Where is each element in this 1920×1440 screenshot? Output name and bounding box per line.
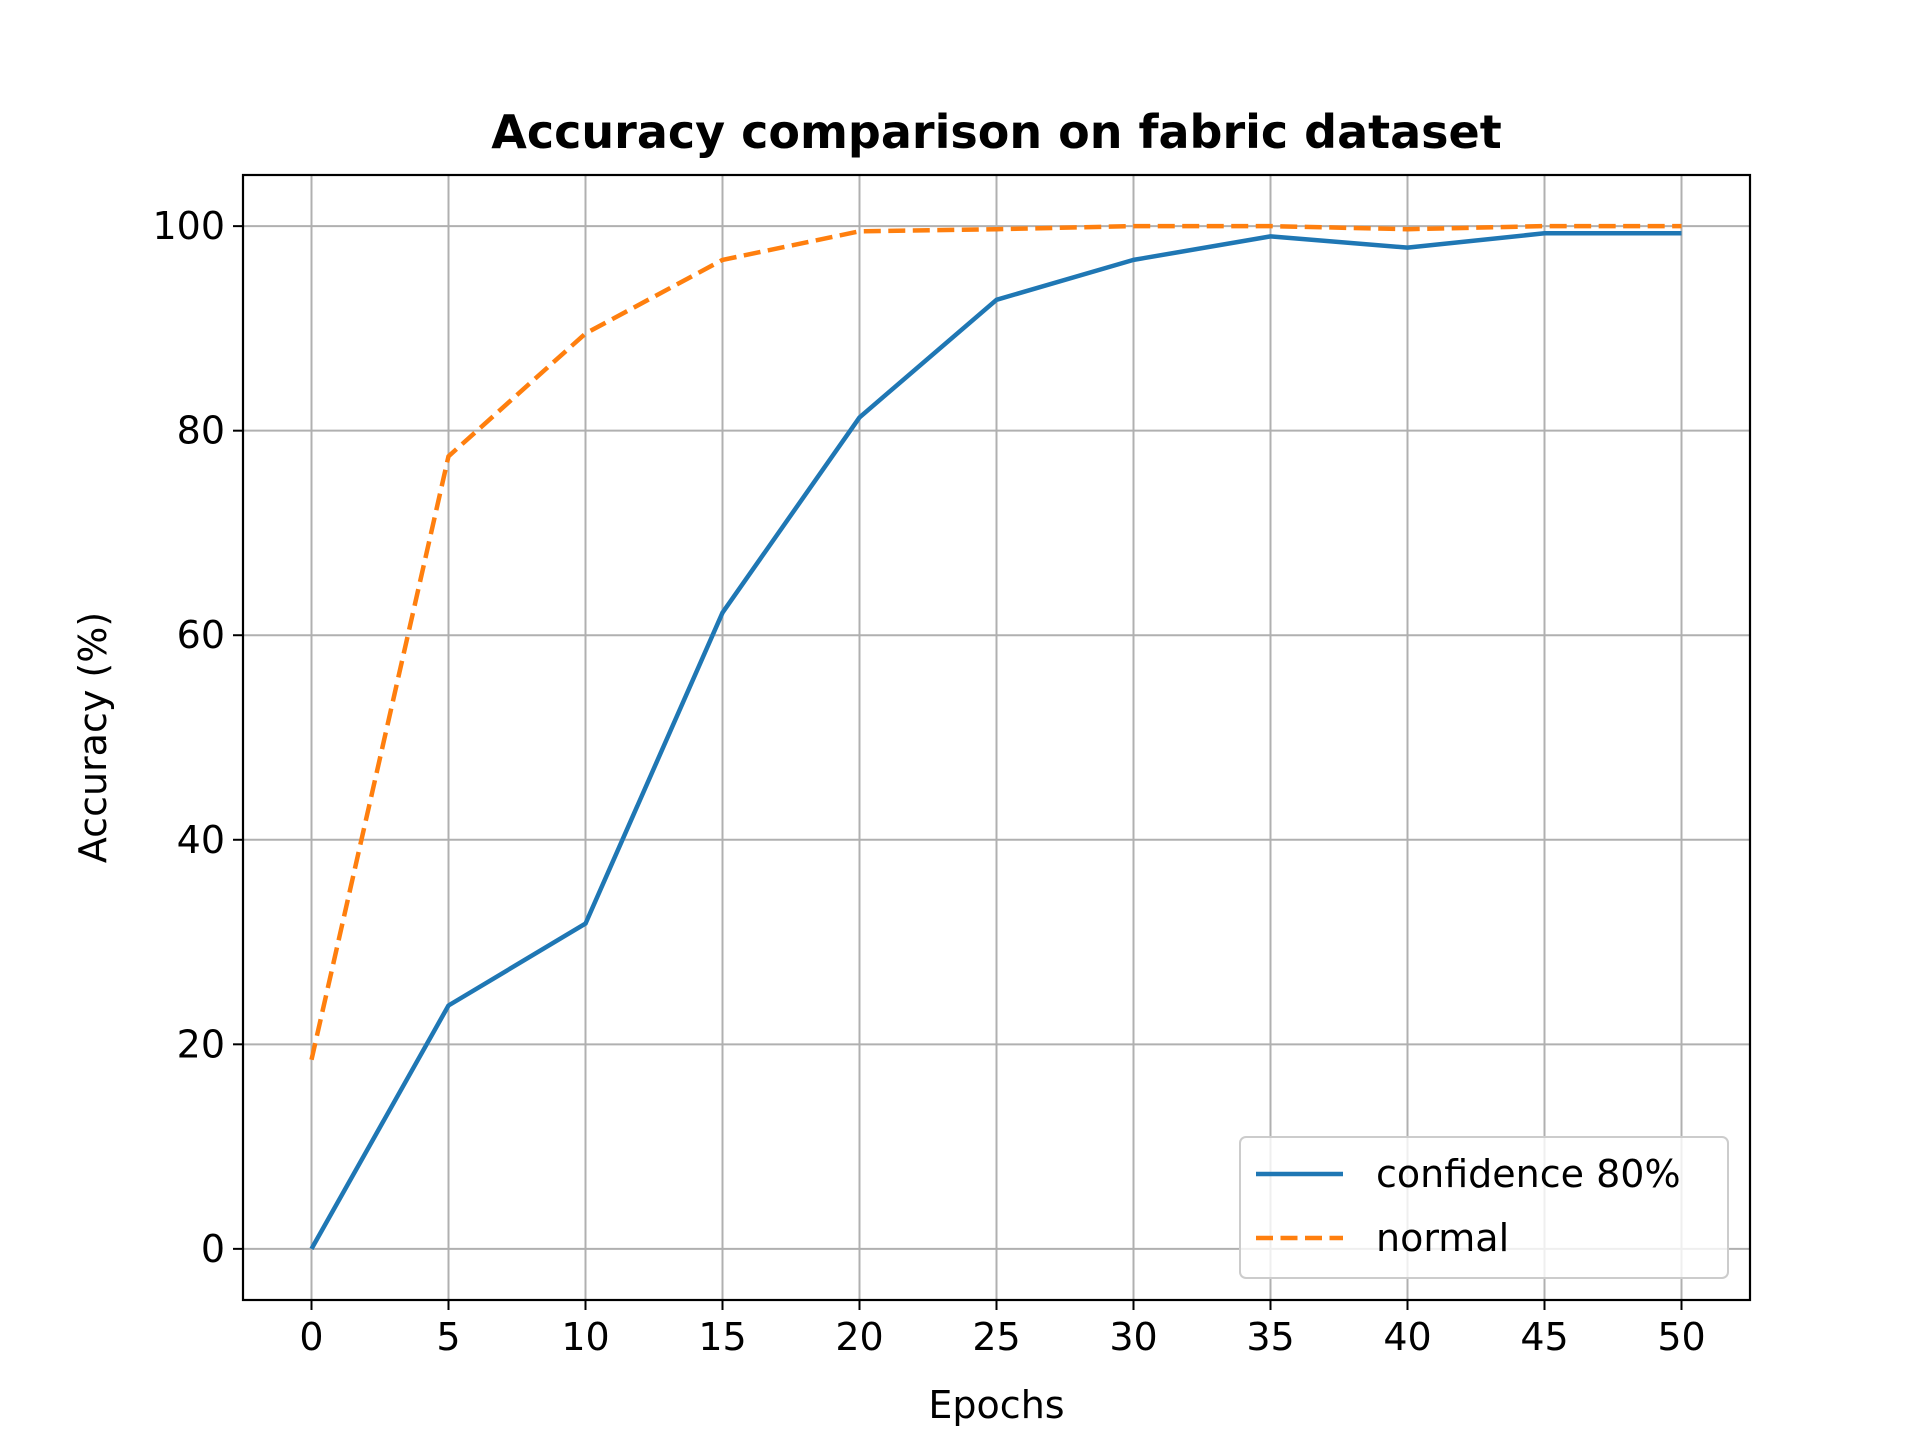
y-tick-label: 60 xyxy=(177,613,225,657)
x-tick-label: 35 xyxy=(1246,1315,1294,1359)
chart-title: Accuracy comparison on fabric dataset xyxy=(491,105,1502,159)
x-tick-label: 50 xyxy=(1657,1315,1705,1359)
series-line-confidence-80 xyxy=(309,231,1682,1251)
legend-label-confidence-80: confidence 80% xyxy=(1376,1152,1681,1196)
x-tick-label: 25 xyxy=(972,1315,1020,1359)
y-tick-label: 40 xyxy=(177,818,225,862)
legend-label-normal: normal xyxy=(1376,1216,1509,1260)
grid xyxy=(243,175,1750,1300)
x-axis-label: Epochs xyxy=(928,1383,1064,1427)
y-tick-label: 80 xyxy=(177,409,225,453)
series-line-normal xyxy=(309,223,1682,1061)
x-tick-label: 10 xyxy=(561,1315,609,1359)
y-axis-label: Accuracy (%) xyxy=(71,612,115,863)
x-tick-label: 45 xyxy=(1520,1315,1568,1359)
x-tick-label: 40 xyxy=(1383,1315,1431,1359)
y-tick-label: 0 xyxy=(201,1227,225,1271)
series-lines xyxy=(309,223,1682,1251)
x-tick-label: 15 xyxy=(698,1315,746,1359)
y-tick-label: 20 xyxy=(177,1022,225,1066)
axis-ticks: 0 5 10 15 20 25 30 35 40 45 50 0 20 40 60 80 100 xyxy=(152,204,1705,1359)
y-tick-label: 100 xyxy=(152,204,225,248)
x-tick-label: 0 xyxy=(299,1315,323,1359)
x-tick-label: 20 xyxy=(835,1315,883,1359)
legend: confidence 80% normal xyxy=(1239,1136,1729,1279)
x-tick-label: 5 xyxy=(436,1315,460,1359)
legend-box xyxy=(1239,1136,1729,1279)
x-tick-label: 30 xyxy=(1109,1315,1157,1359)
